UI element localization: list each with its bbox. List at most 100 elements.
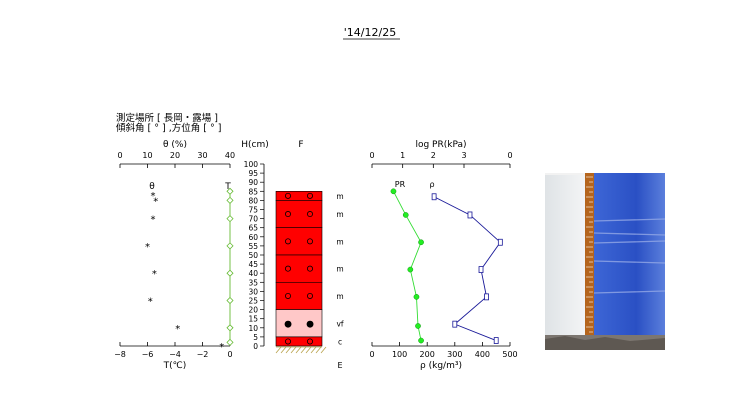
height-tick-label: 100 bbox=[244, 160, 259, 169]
layer-grain-marker bbox=[306, 338, 313, 345]
layer-grain-marker bbox=[306, 211, 313, 218]
moisture-temperature-panel: θ (%) T(℃) θ T 0 10 20 30 40 −8 −6 −4 −2 0 *****… bbox=[114, 140, 235, 371]
temperature-tick-label: −6 bbox=[142, 350, 154, 359]
layer bbox=[275, 227, 323, 256]
layer-grain-marker: ● bbox=[284, 319, 292, 329]
density-tick-label: 0 bbox=[369, 350, 374, 359]
layer-grain-marker bbox=[306, 238, 313, 245]
pr-point bbox=[413, 294, 420, 300]
height-tick-label: 65 bbox=[248, 224, 258, 233]
density-point bbox=[478, 266, 484, 273]
density-point bbox=[467, 211, 473, 219]
layer-grain-class: m bbox=[336, 192, 343, 201]
column-label: F bbox=[298, 140, 303, 150]
pr-tick-label: 0 bbox=[507, 151, 512, 160]
temperature-tick-label: 0 bbox=[227, 350, 232, 359]
density-line bbox=[433, 196, 501, 341]
theta-ticks: 0 10 20 30 40 bbox=[117, 151, 235, 168]
temperature-tick-label: −2 bbox=[197, 350, 209, 359]
layer-grain-marker bbox=[284, 192, 291, 199]
pr-density-panel: log PR(kPa) ρ (kg/m³) PR ρ 0 1 2 3 0 0 100 200… bbox=[369, 140, 517, 371]
pr-point bbox=[415, 323, 421, 329]
layer-grain-marker bbox=[306, 292, 313, 299]
theta-point: * bbox=[148, 297, 153, 308]
height-tick-label: 50 bbox=[248, 251, 258, 260]
height-tick-label: 20 bbox=[248, 306, 258, 315]
layer-grain-class: m bbox=[336, 292, 343, 301]
ground-hatch-stroke bbox=[285, 346, 292, 354]
ground-hatch-stroke bbox=[320, 346, 327, 354]
layer-grain-marker bbox=[284, 265, 291, 272]
height-tick-label: 90 bbox=[248, 178, 258, 187]
layer-grain-class: m bbox=[336, 237, 343, 246]
height-tick-label: 85 bbox=[248, 187, 258, 196]
snow-pit-photo bbox=[545, 173, 665, 350]
stratigraphy-panel: H(cm) F 05101520253035404550556065707580… bbox=[241, 140, 344, 370]
density-point bbox=[497, 238, 503, 246]
temperature-point bbox=[226, 324, 234, 332]
angle-line: 傾斜角 [ ° ] ,方位角 [ ° ] bbox=[116, 122, 221, 134]
temperature-point bbox=[226, 242, 234, 250]
theta-tick-label: 0 bbox=[117, 151, 122, 160]
density-tick-label: 100 bbox=[392, 350, 407, 359]
ground-hatch-stroke bbox=[315, 346, 322, 354]
layer-grain-class: vf bbox=[336, 319, 343, 328]
temperature-tick-label: −4 bbox=[169, 350, 181, 359]
height-tick-label: 45 bbox=[248, 260, 258, 269]
height-tick-label: 95 bbox=[248, 169, 258, 178]
theta-point: * bbox=[219, 342, 224, 353]
layer-grain-marker bbox=[306, 265, 313, 272]
density-tick-label: 300 bbox=[447, 350, 462, 359]
theta-tick-label: 40 bbox=[225, 151, 235, 160]
height-tick-label: 0 bbox=[253, 342, 258, 351]
layer bbox=[275, 200, 323, 228]
height-ticks: 0510152025303540455055606570758085909510… bbox=[244, 160, 264, 351]
ground-hatch-stroke bbox=[295, 346, 302, 354]
layer-grain-marker bbox=[284, 292, 291, 299]
ground-hatch bbox=[275, 346, 327, 354]
temperature-legend: T bbox=[224, 182, 231, 192]
layer-grain-marker bbox=[284, 238, 291, 245]
theta-point: * bbox=[175, 324, 180, 335]
layer-grain-marker bbox=[284, 338, 291, 345]
pr-tick-label: 0 bbox=[369, 151, 374, 160]
density-legend: ρ bbox=[429, 180, 434, 189]
pr-point bbox=[407, 266, 414, 273]
layer-grain-class: m bbox=[336, 210, 343, 219]
height-tick-label: 40 bbox=[248, 269, 258, 278]
layer bbox=[275, 254, 323, 283]
height-tick-label: 60 bbox=[248, 233, 258, 242]
layer bbox=[275, 191, 323, 201]
height-tick-label: 35 bbox=[248, 278, 258, 287]
height-tick-label: 70 bbox=[248, 215, 258, 224]
theta-point: * bbox=[153, 196, 158, 207]
temperature-tick-label: −8 bbox=[114, 350, 126, 359]
layer-grain-class: m bbox=[336, 265, 343, 274]
density-axis-label: ρ (kg/m³) bbox=[420, 361, 462, 371]
temperature-point bbox=[226, 215, 234, 223]
theta-tick-label: 20 bbox=[170, 151, 180, 160]
layer bbox=[275, 281, 323, 310]
height-tick-label: 25 bbox=[248, 297, 258, 306]
layer bbox=[275, 309, 323, 338]
height-axis-label: H(cm) bbox=[241, 140, 269, 150]
pr-markers bbox=[390, 188, 424, 344]
temperature-point bbox=[226, 296, 234, 305]
site-line: 測定場所 [ 長岡・露場 ] bbox=[116, 112, 218, 124]
ground-hatch-stroke bbox=[305, 346, 312, 354]
density-point bbox=[431, 193, 437, 201]
theta-tick-label: 10 bbox=[142, 151, 152, 160]
height-tick-label: 15 bbox=[248, 315, 258, 324]
temperature-ticks: −8 −6 −4 −2 0 bbox=[114, 342, 233, 359]
density-ticks: 0 100 200 300 400 500 bbox=[369, 342, 518, 359]
height-tick-label: 75 bbox=[248, 206, 258, 215]
theta-markers: ******** bbox=[145, 191, 224, 353]
theta-point: * bbox=[152, 269, 157, 280]
theta-point: * bbox=[145, 242, 150, 253]
height-tick-label: 10 bbox=[248, 324, 258, 333]
temperature-markers bbox=[226, 187, 234, 346]
ground-hatch-stroke bbox=[275, 346, 282, 354]
theta-axis-label: θ (%) bbox=[163, 140, 187, 150]
snow-pit-photo-art bbox=[545, 173, 665, 350]
